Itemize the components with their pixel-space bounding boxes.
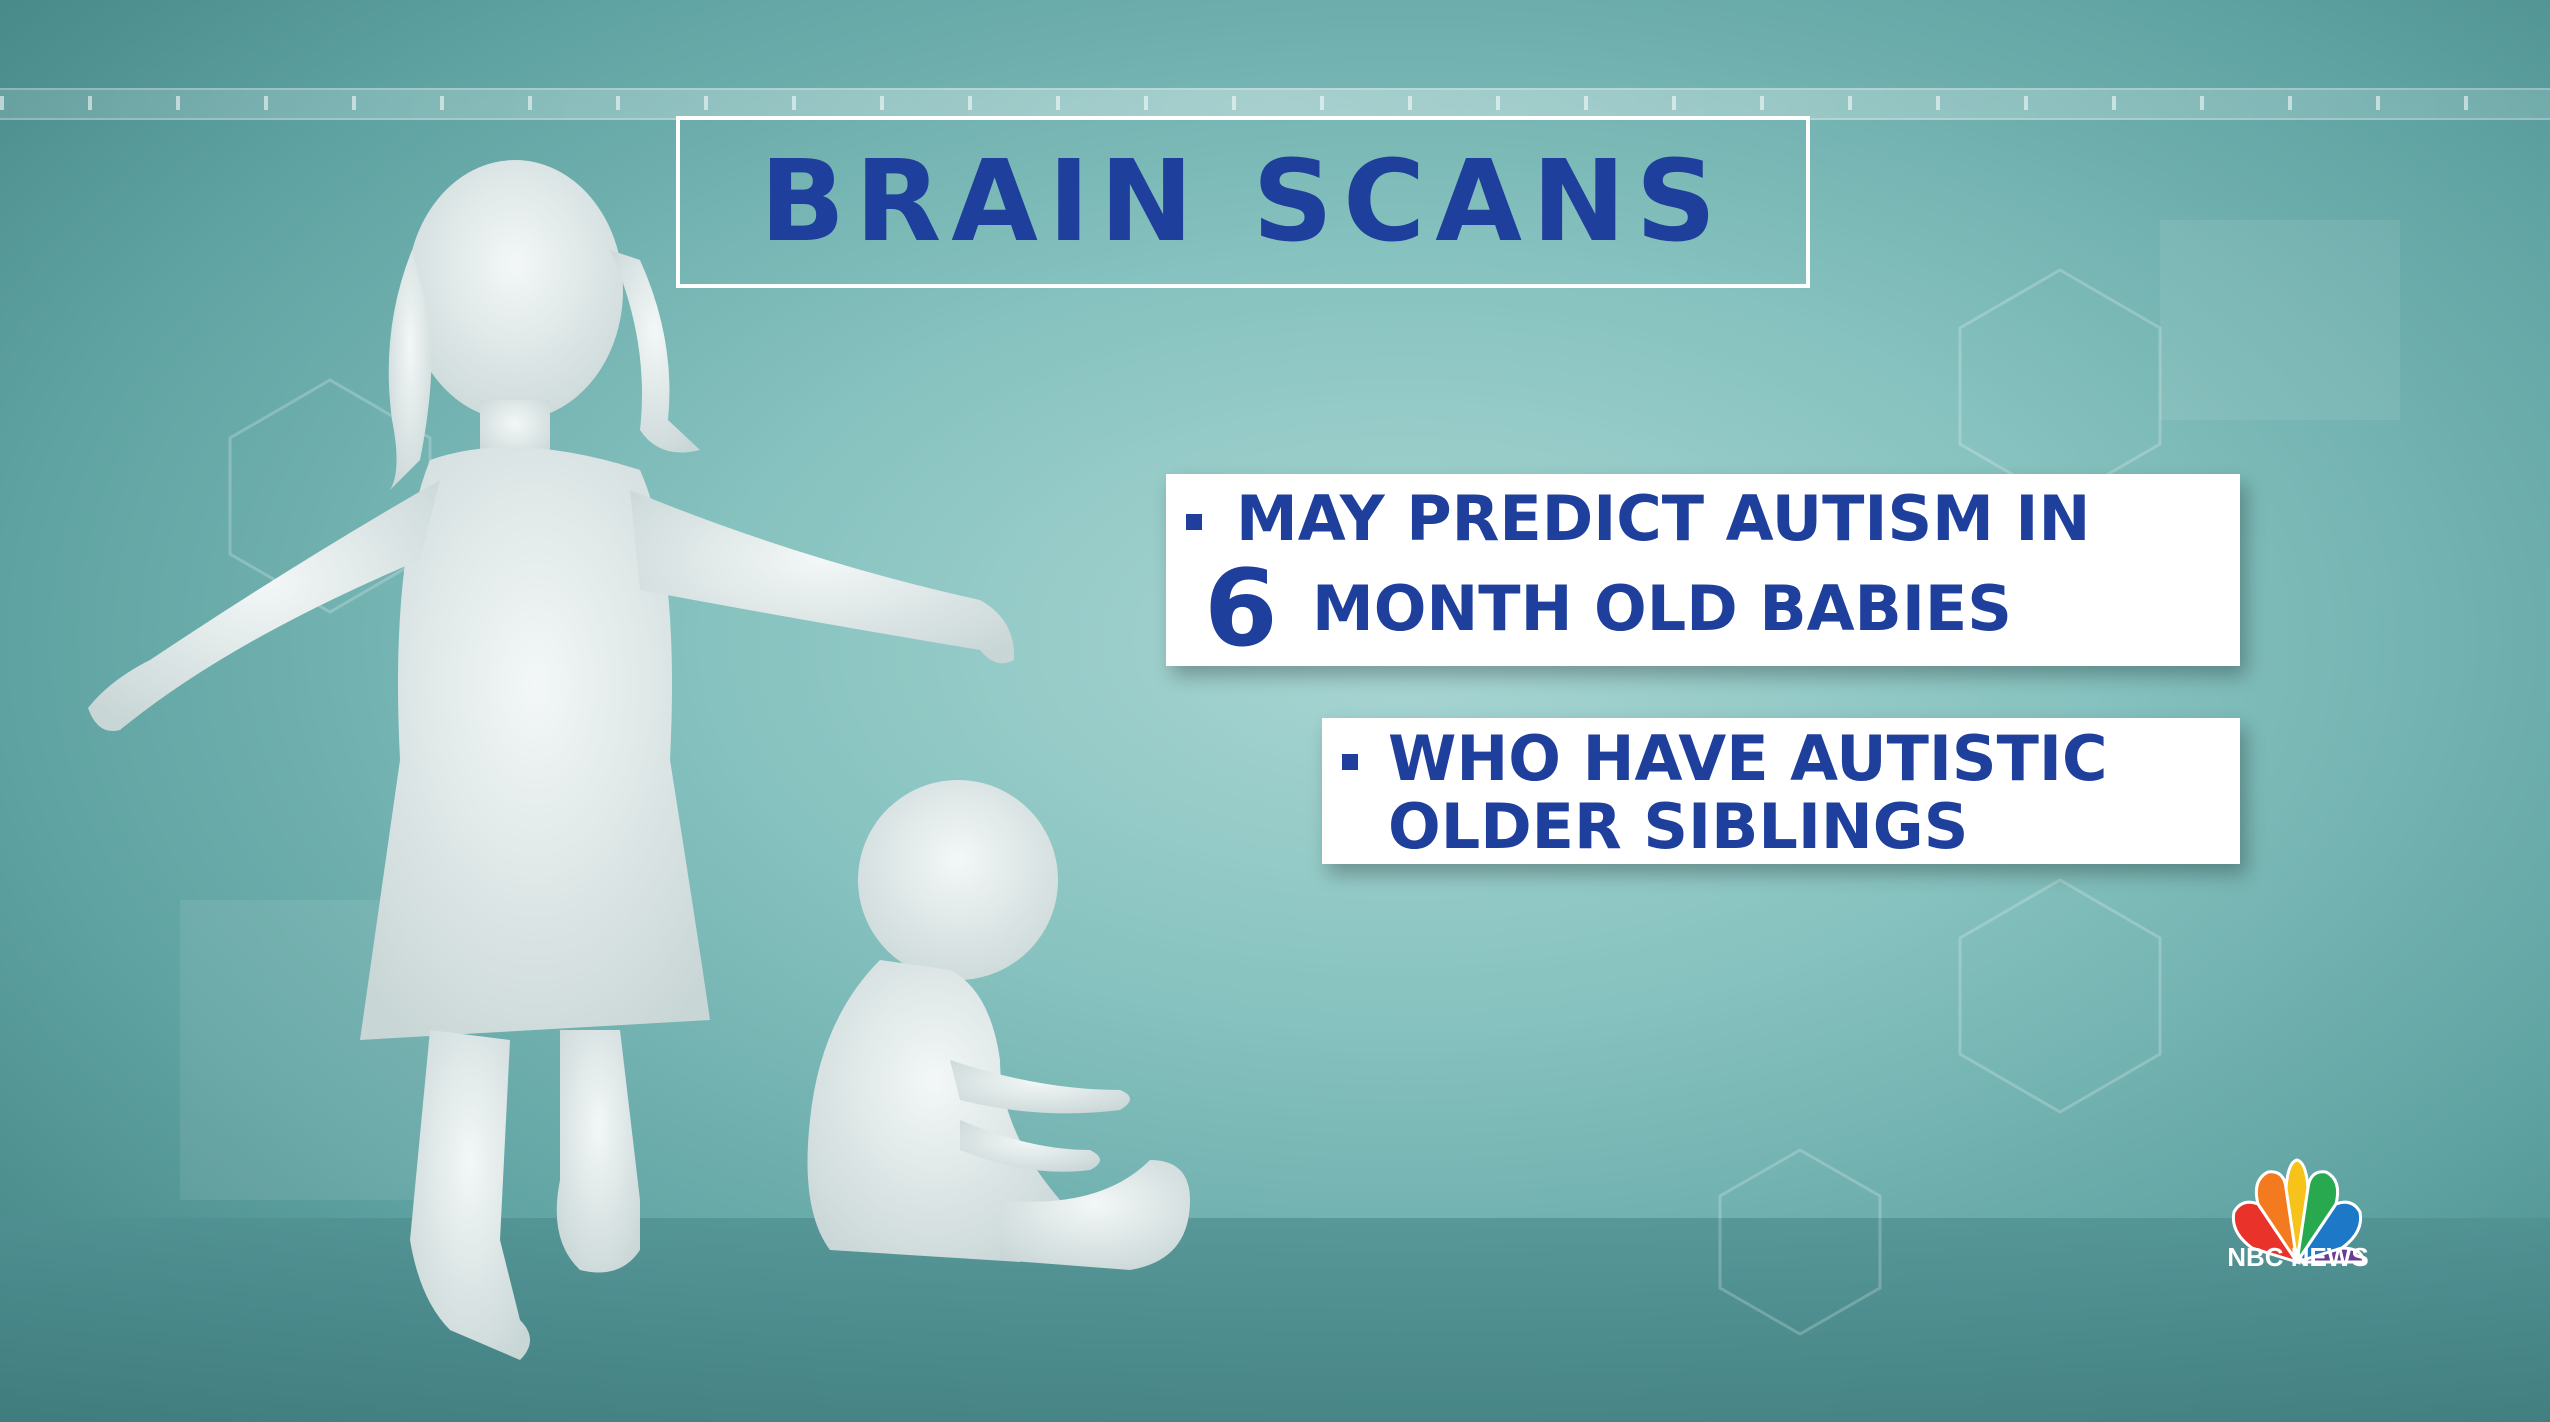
- caption-card-predict: MAY PREDICT AUTISM IN 6 MONTH OLD BABIES: [1166, 474, 2240, 666]
- headline-title: BRAIN SCANS: [759, 137, 1727, 267]
- peacock-icon: [2231, 1158, 2366, 1265]
- caption-line: WHO HAVE AUTISTIC: [1388, 722, 2108, 795]
- bullet-square: [1342, 754, 1358, 770]
- title-frame: BRAIN SCANS: [676, 116, 1810, 288]
- caption-line: MAY PREDICT AUTISM IN: [1236, 482, 2091, 555]
- girl-silhouette: [88, 160, 1015, 1360]
- caption-line: OLDER SIBLINGS: [1388, 790, 1969, 863]
- caption-line: MONTH OLD BABIES: [1312, 572, 2012, 645]
- caption-card-siblings: WHO HAVE AUTISTIC OLDER SIBLINGS: [1322, 718, 2240, 864]
- baby-silhouette: [807, 780, 1190, 1270]
- age-number: 6: [1204, 547, 1278, 670]
- network-logo-text: NBC NEWS: [2227, 1242, 2369, 1272]
- ruler-ticks: [0, 96, 2550, 110]
- bullet-square: [1186, 514, 1202, 530]
